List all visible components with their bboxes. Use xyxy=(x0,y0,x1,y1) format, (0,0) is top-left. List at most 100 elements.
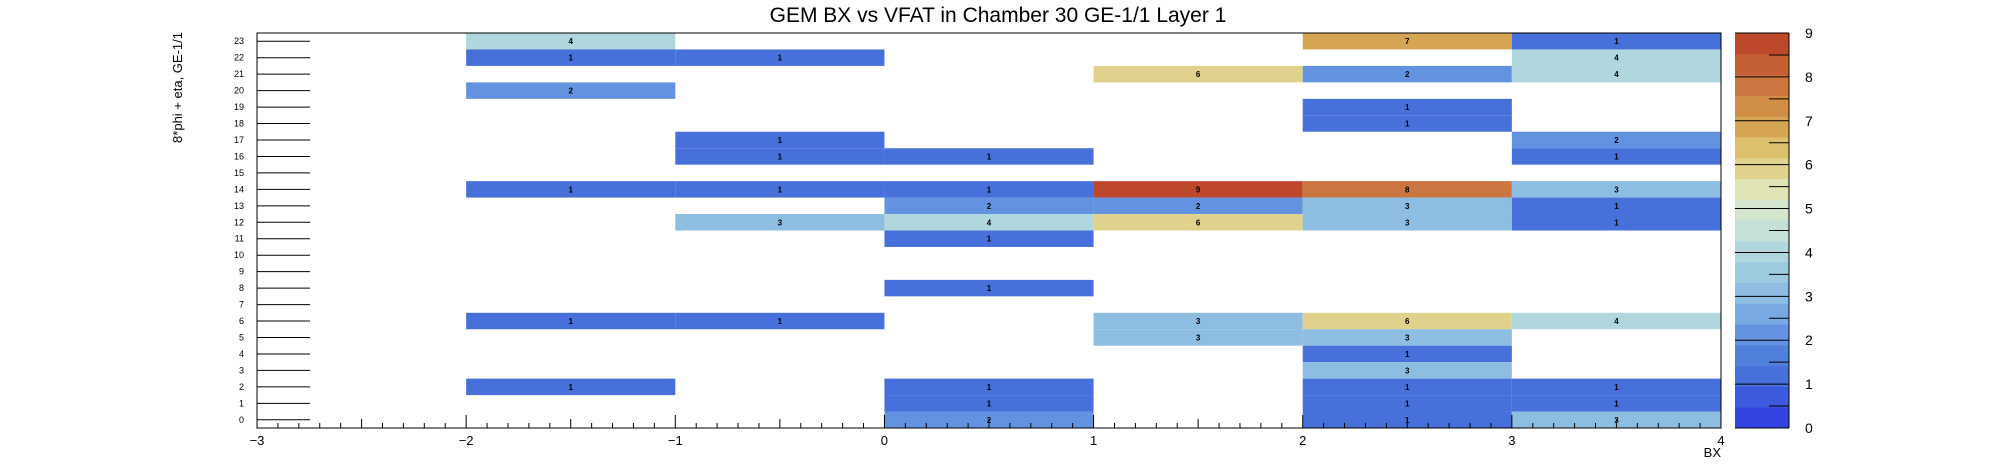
heatmap-cell xyxy=(1302,345,1512,363)
heatmap-cell xyxy=(884,148,1094,165)
heatmap-cell xyxy=(884,181,1094,198)
cell-value-label: 4 xyxy=(1614,317,1619,326)
cell-value-label: 2 xyxy=(1196,202,1201,211)
y-tick-label: 16 xyxy=(234,151,244,161)
y-tick-label: 13 xyxy=(234,201,244,211)
x-tick-label: 4 xyxy=(1717,433,1724,448)
cell-value-label: 1 xyxy=(778,136,783,145)
cell-value-label: 7 xyxy=(1405,37,1410,46)
cell-value-label: 3 xyxy=(1405,333,1410,342)
y-tick-label: 4 xyxy=(239,349,244,359)
cell-value-label: 1 xyxy=(987,235,992,244)
cell-value-label: 1 xyxy=(1614,152,1619,161)
y-tick-label: 1 xyxy=(239,398,244,408)
cell-value-label: 3 xyxy=(778,218,783,227)
cell-value-label: 1 xyxy=(1614,37,1619,46)
color-scale-segment xyxy=(1735,282,1789,304)
x-axis-label: BX xyxy=(1704,445,1722,460)
heatmap-cell xyxy=(884,230,1094,247)
heatmap-cell xyxy=(1511,214,1721,231)
cell-value-label: 6 xyxy=(1196,218,1201,227)
heatmap-cell xyxy=(466,49,676,66)
color-scale-segment xyxy=(1735,116,1789,138)
cell-value-label: 1 xyxy=(987,284,992,293)
cell-value-label: 1 xyxy=(778,317,783,326)
color-scale-segment xyxy=(1735,261,1789,283)
heatmap-cell xyxy=(1302,312,1512,330)
x-tick-label: 1 xyxy=(1090,433,1097,448)
cell-value-label: 1 xyxy=(1405,120,1410,129)
cell-value-label: 1 xyxy=(1614,202,1619,211)
color-scale-segment xyxy=(1735,136,1789,159)
heatmap-cell xyxy=(1511,378,1721,396)
heatmap-cell xyxy=(1302,197,1512,215)
heatmap-cell xyxy=(884,378,1094,396)
color-scale-segment xyxy=(1735,33,1789,55)
chart-title: GEM BX vs VFAT in Chamber 30 GE-1/1 Laye… xyxy=(770,4,1227,27)
y-tick-label: 6 xyxy=(239,316,244,326)
cell-value-label: 6 xyxy=(1405,317,1410,326)
heatmap-cell xyxy=(1511,148,1721,165)
cell-value-label: 1 xyxy=(568,383,573,392)
heatmap-cell xyxy=(1511,49,1721,66)
y-tick-label: 14 xyxy=(234,184,244,194)
color-scale-tick-label: 0 xyxy=(1805,420,1813,436)
heatmap-cell xyxy=(1302,378,1512,396)
y-tick-label: 11 xyxy=(235,234,244,244)
y-tick-label: 10 xyxy=(234,250,244,260)
heatmap-cells xyxy=(466,33,1721,428)
heatmap-cell xyxy=(1302,65,1512,83)
cell-value-label: 3 xyxy=(1405,366,1410,375)
y-tick-label: 5 xyxy=(239,332,244,342)
y-tick-label: 12 xyxy=(234,217,244,227)
cell-value-label: 1 xyxy=(568,54,573,63)
heatmap-cell xyxy=(1511,312,1721,330)
y-tick-label: 19 xyxy=(234,102,244,112)
cell-value-label: 2 xyxy=(1405,70,1410,79)
color-scale-segment xyxy=(1735,74,1789,96)
y-tick-label: 21 xyxy=(234,69,244,79)
heatmap-cell xyxy=(1302,181,1512,198)
heatmap-cell xyxy=(1093,181,1303,198)
color-scale-tick-label: 1 xyxy=(1805,376,1813,392)
heatmap-cell xyxy=(1511,33,1721,50)
cell-value-label: 1 xyxy=(1405,350,1410,359)
color-scale-tick-label: 2 xyxy=(1805,332,1813,348)
y-tick-label: 8 xyxy=(239,283,244,293)
heatmap-cell xyxy=(675,148,885,165)
cell-value-label: 3 xyxy=(1405,218,1410,227)
cell-value-label: 6 xyxy=(1196,70,1201,79)
heatmap-cell xyxy=(1302,329,1512,346)
heatmap-cell xyxy=(1511,181,1721,198)
cell-value-label: 3 xyxy=(1196,317,1201,326)
color-scale-segment xyxy=(1735,303,1789,325)
y-tick-label: 20 xyxy=(234,86,244,96)
cell-value-label: 1 xyxy=(1614,218,1619,227)
cell-value-label: 1 xyxy=(568,185,573,194)
heatmap-cell xyxy=(884,214,1094,231)
cell-value-label: 4 xyxy=(1614,70,1619,79)
heatmap-cell xyxy=(466,312,676,330)
y-axis-label: 8*phi + eta, GE-1/1 xyxy=(170,32,185,143)
cell-value-label: 1 xyxy=(568,317,573,326)
y-tick-label: 0 xyxy=(239,415,244,425)
heatmap-cell xyxy=(1093,214,1303,231)
cell-value-label: 4 xyxy=(987,218,992,227)
color-scale-segment xyxy=(1735,365,1789,387)
cell-value-label: 1 xyxy=(778,152,783,161)
cell-value-label: 1 xyxy=(987,185,992,194)
x-tick-label: 2 xyxy=(1299,433,1306,448)
y-tick-label: 23 xyxy=(234,36,244,46)
x-tick-label: −1 xyxy=(668,433,683,448)
color-scale-segment xyxy=(1735,95,1789,117)
cell-value-label: 1 xyxy=(778,54,783,63)
color-scale-segment xyxy=(1735,220,1789,242)
color-scale-tick-label: 6 xyxy=(1805,157,1813,173)
y-tick-label: 3 xyxy=(239,365,244,375)
cell-value-label: 3 xyxy=(1614,185,1619,194)
heatmap-cell xyxy=(1302,214,1512,231)
cell-value-label: 4 xyxy=(1614,54,1619,63)
heatmap-cell xyxy=(1511,395,1721,412)
color-scale-tick-label: 9 xyxy=(1805,25,1813,41)
